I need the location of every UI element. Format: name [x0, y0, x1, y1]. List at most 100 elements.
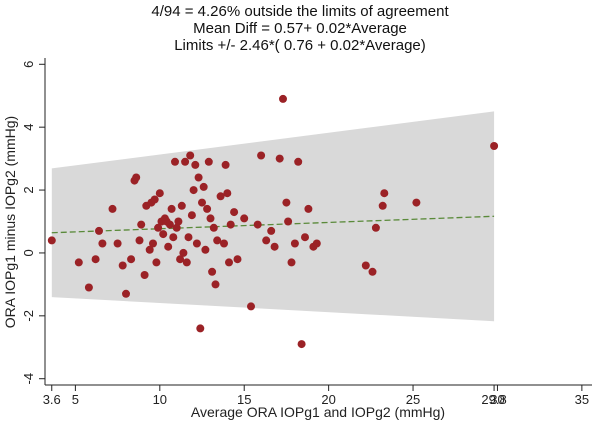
data-point — [240, 214, 249, 223]
data-point — [208, 267, 217, 276]
data-point — [98, 239, 107, 248]
chart-title-line-3: Limits +/- 2.46*( 0.76 + 0.02*Average) — [174, 37, 426, 54]
data-point — [164, 242, 173, 251]
data-point — [192, 239, 201, 248]
data-point — [282, 198, 291, 207]
x-axis-ticks: 3.6 5 10 15 20 25 29.830 35 — [43, 385, 589, 407]
x-tick-label: 10 — [153, 392, 167, 407]
data-point — [221, 160, 230, 169]
data-point — [225, 258, 233, 267]
data-point — [380, 189, 389, 198]
data-point — [204, 157, 213, 166]
data-point — [220, 239, 228, 248]
data-point — [201, 245, 210, 254]
data-point — [122, 289, 130, 298]
data-point — [198, 198, 206, 207]
data-point — [187, 211, 196, 220]
data-point — [297, 340, 306, 349]
data-point — [171, 157, 179, 166]
data-point — [412, 198, 421, 207]
data-point — [118, 261, 127, 270]
data-point — [152, 258, 161, 267]
data-point — [230, 208, 239, 217]
data-point — [154, 223, 163, 232]
data-point — [267, 226, 276, 235]
data-point — [209, 223, 218, 232]
data-point — [172, 223, 181, 232]
data-point — [226, 220, 235, 229]
data-point — [262, 236, 271, 245]
data-point — [174, 217, 183, 226]
data-point — [165, 220, 174, 229]
data-point — [182, 258, 191, 267]
data-point — [284, 217, 293, 226]
data-point — [132, 173, 141, 182]
x-tick-label: 30 — [490, 392, 504, 407]
data-point — [150, 195, 159, 204]
y-axis-ticks: -4 -2 0 2 4 6 — [21, 61, 45, 385]
data-point — [47, 236, 56, 245]
data-point — [113, 239, 122, 248]
x-tick-label: 5 — [72, 392, 79, 407]
data-point — [279, 94, 287, 103]
x-axis-title: Average ORA IOPg1 and IOPg2 (mmHg) — [191, 404, 445, 420]
data-point — [91, 255, 100, 264]
data-point — [233, 255, 242, 264]
y-axis-title: ORA IOPg1 minus IOPg2 (mmHg) — [2, 116, 18, 328]
data-point — [169, 233, 178, 242]
data-point — [371, 223, 380, 232]
data-point — [177, 201, 186, 210]
y-tick-label: 0 — [21, 249, 36, 256]
y-tick-label: 4 — [21, 124, 36, 131]
data-point — [191, 160, 200, 169]
data-point — [287, 258, 296, 267]
x-tick-label: 15 — [237, 392, 251, 407]
data-point — [203, 204, 212, 213]
data-point — [213, 236, 222, 245]
data-point — [127, 255, 136, 264]
data-point — [304, 204, 313, 213]
data-point — [312, 239, 321, 248]
y-tick-label: -2 — [21, 310, 36, 322]
data-point — [145, 245, 154, 254]
data-point — [140, 271, 149, 279]
data-point — [206, 214, 215, 223]
data-point — [378, 201, 387, 210]
data-point — [216, 192, 225, 201]
x-tick-label: 25 — [406, 392, 420, 407]
data-point — [135, 236, 144, 245]
limits-of-agreement-band — [51, 111, 495, 322]
data-point — [155, 189, 164, 198]
x-tick-label: 20 — [321, 392, 335, 407]
data-point — [247, 302, 255, 311]
data-point — [186, 151, 195, 160]
y-tick-label: 2 — [21, 186, 36, 193]
chart-title-line-2: Mean Diff = 0.57+ 0.02*Average — [193, 20, 407, 37]
data-point — [84, 283, 93, 292]
data-point — [194, 173, 203, 182]
chart-title-line-1: 4/94 = 4.26% outside the limits of agree… — [151, 3, 449, 20]
data-point — [257, 151, 266, 160]
data-point — [211, 280, 220, 289]
data-point — [184, 233, 193, 242]
y-tick-label: 6 — [21, 61, 36, 68]
data-point — [301, 233, 309, 242]
data-point — [270, 242, 279, 251]
data-point — [167, 204, 176, 213]
data-point — [159, 230, 168, 239]
y-tick-label: -4 — [21, 373, 36, 385]
data-point — [149, 239, 157, 248]
data-point — [490, 142, 499, 150]
x-tick-label: 3.6 — [43, 392, 61, 407]
data-point — [181, 157, 190, 166]
x-tick-label: 29.8 — [481, 392, 506, 407]
data-point — [189, 186, 198, 195]
data-point — [137, 220, 146, 229]
data-point — [108, 204, 117, 213]
mean-difference-line — [51, 215, 495, 234]
data-point — [290, 239, 299, 248]
data-point — [199, 182, 208, 191]
data-point — [361, 261, 370, 270]
data-point — [95, 226, 103, 235]
